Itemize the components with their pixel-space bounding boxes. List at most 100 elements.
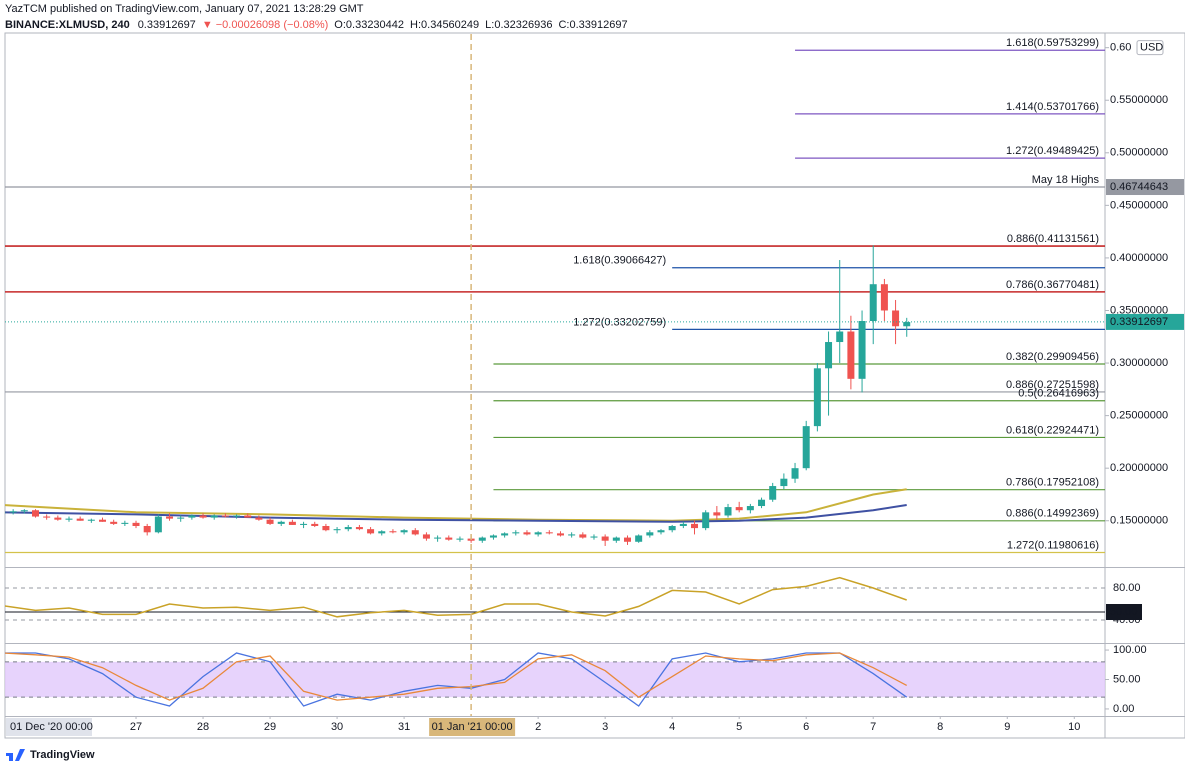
candle-body (389, 531, 397, 533)
candle-body (724, 507, 732, 516)
x-tick-label: 2 (535, 721, 541, 733)
y-tick-label: 0.50000000 (1110, 147, 1168, 159)
x-tick-label: 10 (1068, 721, 1080, 733)
close: C:0.33912697 (558, 19, 627, 31)
level-label: 1.272(0.11980616) (1007, 539, 1099, 551)
candle-body (355, 527, 363, 530)
candle-body (311, 523, 319, 526)
last-price-label: 0.33912697 (1110, 316, 1168, 328)
candle-body (478, 537, 486, 541)
logo-shape (6, 749, 25, 761)
candle-body (713, 512, 721, 516)
candle-body (378, 531, 386, 534)
candle-body (132, 522, 140, 526)
marker-label-box (429, 718, 516, 736)
level-label: 1.272(0.49489425) (1006, 145, 1099, 157)
candle-body (847, 331, 855, 379)
candle-body (99, 519, 107, 522)
stoch-line (5, 652, 908, 701)
midline-badge (1106, 604, 1142, 620)
symbol-line: BINANCE:XLMUSD, 240 0.33912697 ▼ −0.000260… (5, 19, 628, 31)
candle-body (869, 284, 877, 321)
candle-body (110, 521, 118, 524)
candle-body (590, 536, 598, 538)
x-tick-label: 6 (803, 721, 809, 733)
candle-body (445, 537, 453, 540)
candle-body (858, 321, 866, 379)
candle-body (87, 519, 95, 521)
candle-body (121, 522, 129, 524)
candle-body (646, 532, 654, 536)
candle-body (288, 521, 296, 525)
x-tick-label: 8 (937, 721, 943, 733)
candle-body (880, 284, 888, 311)
candle-body (579, 534, 587, 538)
candle-body (65, 518, 73, 520)
candle-body (758, 499, 766, 507)
level-label: 1.272(0.33202759) (573, 316, 666, 328)
price-pane: 1.618(0.59753299) 1.414(0.53701766) 1.272(… (5, 37, 1105, 554)
start-label: 01 Dec '20 00:00 (10, 721, 93, 733)
indicator-panes (5, 576, 1105, 707)
candle-body (177, 517, 185, 519)
level-label: May 18 Highs (1032, 174, 1100, 186)
level-badge (1106, 179, 1184, 196)
candle-body (568, 534, 576, 536)
y-tick-label: 0.60 (1110, 42, 1131, 54)
candle-body (400, 530, 408, 533)
x-tick-label: 7 (870, 721, 876, 733)
y-tick-label: 0.25000000 (1110, 410, 1168, 422)
candle-body (679, 523, 687, 526)
y-tick-label: 80.00 (1113, 582, 1141, 594)
marker-label: 01 Jan '21 00:00 (432, 721, 513, 733)
y-tick-label: 50.00 (1113, 673, 1141, 685)
candle-body (813, 368, 821, 427)
level-label: 0.786(0.36770481) (1006, 279, 1099, 291)
rsi-line (5, 576, 907, 618)
last: 0.33912697 (138, 19, 196, 31)
level-label: 1.618(0.59753299) (1006, 37, 1099, 49)
level-label: 0.786(0.17952108) (1006, 477, 1099, 489)
candle-body (166, 516, 174, 519)
y-tick-label: 0.30000000 (1110, 357, 1168, 369)
moving-average (5, 488, 907, 522)
last-price-badge (1106, 313, 1184, 330)
midline-label: 50.00 (1110, 606, 1138, 618)
brand: TradingView (30, 749, 95, 761)
level-label: 0.886(0.41131561) (1007, 233, 1099, 245)
candle-body (456, 538, 464, 540)
chart-frame (4, 32, 1185, 739)
x-tick-label: 31 (398, 721, 410, 733)
candle-body (76, 518, 84, 521)
open: O:0.33230442 (334, 19, 404, 31)
level-badge-label: 0.46744643 (1110, 181, 1168, 193)
level-label: 0.886(0.14992369) (1006, 508, 1099, 520)
candle-body (668, 526, 676, 531)
candle-body (434, 537, 442, 539)
candle-body (769, 486, 777, 500)
candle-body (903, 322, 911, 327)
candle-body (20, 510, 28, 512)
candle-body (791, 468, 799, 479)
candle-body (635, 535, 643, 542)
currency: USD (1140, 42, 1163, 54)
candle-body (780, 478, 788, 487)
currency-box (1136, 40, 1164, 56)
y-tick-label: 0.15000000 (1110, 515, 1168, 527)
candle-body (154, 516, 162, 533)
candle-body (691, 523, 699, 529)
candle-body (143, 526, 151, 533)
candle-body (825, 342, 833, 369)
candle-body (210, 515, 218, 518)
x-tick-label: 30 (331, 721, 343, 733)
brand-logo (6, 749, 25, 761)
candle-body (266, 519, 274, 524)
candle-body (802, 426, 810, 469)
high: H:0.34560249 (410, 19, 479, 31)
candle-body (523, 532, 531, 535)
candle-body (422, 534, 430, 539)
candle-body (501, 533, 509, 536)
candle-body (233, 515, 241, 517)
candle-body (221, 515, 229, 517)
